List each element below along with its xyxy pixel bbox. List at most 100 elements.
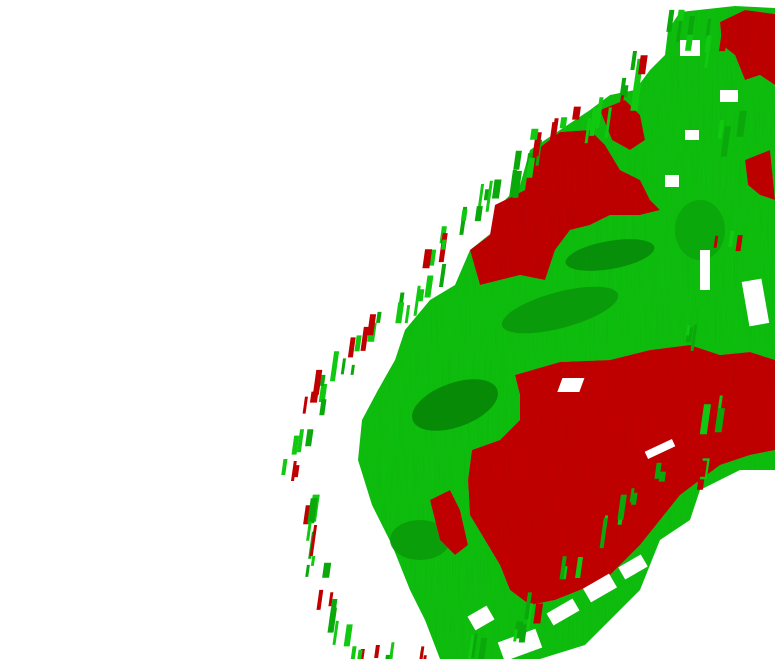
streak-mark [736,110,747,137]
streak-mark [316,589,324,610]
streak-mark [343,624,353,647]
streak-mark [717,119,725,139]
streak-mark [350,364,355,375]
streak-mark [290,461,297,481]
streak-mark [720,126,731,157]
streak-mark [474,206,483,222]
streak-mark [395,302,405,324]
streak-mark [524,592,532,620]
streak-mark [526,603,533,631]
streak-mark [684,34,694,51]
streak-mark [322,562,332,578]
streak-mark [714,408,725,433]
streak-mark [291,435,300,455]
streak-mark [310,555,316,566]
streak-mark [302,396,308,414]
streak-mark [599,518,608,549]
streak-mark [704,37,712,68]
streak-mark [309,391,319,403]
streak-mark [367,314,377,336]
streak-mark [572,106,581,120]
streak-mark [309,525,318,556]
streak-mark [584,118,592,144]
streak-mark [513,629,518,642]
streak-mark [658,471,667,482]
streak-mark [630,82,642,111]
streak-mark [595,97,604,129]
streak-mark [347,337,356,358]
streak-mark [589,107,599,136]
streak-mark [638,55,648,75]
streak-mark [460,209,468,221]
streak-mark [424,275,434,298]
streak-mark [529,128,539,140]
streak-mark [306,521,312,541]
streak-mark [360,326,369,351]
streak-mark [662,478,673,510]
streak-mark [354,335,362,352]
streak-mark [307,498,318,524]
streak-mark [417,289,425,302]
streak-mark [349,646,357,659]
red-region-upper [470,130,660,285]
streak-marks [281,9,747,659]
streak-mark [630,51,638,70]
streak-mark [329,351,340,382]
streak-mark [327,607,338,633]
streak-mark [685,325,691,336]
streak-mark [374,645,380,658]
streak-mark [438,264,447,287]
streak-mark [532,132,542,157]
streak-mark [728,230,735,247]
streak-mark [356,649,363,659]
streak-mark [305,429,314,447]
streak-mark [491,179,502,199]
streak-mark [677,9,685,21]
streak-mark [617,494,627,520]
streak-mark [559,556,567,580]
streak-mark [340,358,347,375]
streak-mark [713,235,719,248]
streak-mark [513,150,522,170]
streak-mark [629,488,635,503]
streak-mark [575,557,584,578]
streak-mark [417,646,425,659]
streak-mark [550,118,559,146]
streak-mark [441,239,447,250]
streak-mark [477,638,488,659]
data-gaps [467,40,770,659]
streak-mark [404,305,411,324]
streak-mark [318,384,328,402]
streak-mark [319,374,326,386]
streak-mark [687,16,695,36]
streak-mark [358,649,365,659]
streak-mark [332,620,339,645]
streak-mark [328,592,334,607]
streak-mark [699,404,711,435]
streak-mark [305,564,310,577]
streak-mark [518,624,528,643]
streak-mark [619,77,627,95]
streak-mark [376,311,382,323]
streak-mark [422,249,433,269]
streak-mark [719,33,728,52]
streak-mark [533,603,544,624]
streak-mark [654,462,662,479]
red-region-main [430,345,775,605]
streak-mark [617,95,625,123]
streak-mark [604,107,612,139]
streak-mark [509,170,517,196]
streak-mark [485,180,493,212]
streak-mark [705,18,712,38]
streak-mark [526,157,536,178]
streak-mark [319,399,327,416]
streak-mark [512,170,522,198]
green-region-dark [390,200,725,560]
streak-mark [281,459,288,475]
streak-mark [697,460,708,477]
streak-mark [387,642,395,659]
streak-mark [559,117,568,129]
streak-mark [666,9,675,32]
